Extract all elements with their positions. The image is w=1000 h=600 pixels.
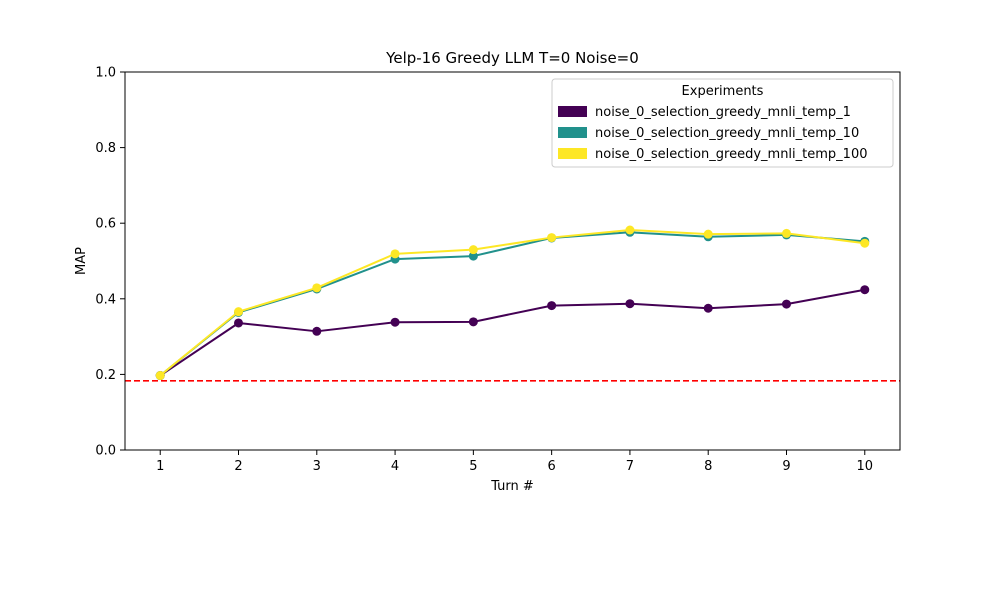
data-point bbox=[390, 249, 400, 259]
data-point bbox=[312, 326, 322, 336]
legend-swatch bbox=[558, 148, 587, 159]
data-point bbox=[547, 301, 557, 311]
legend-entry: noise_0_selection_greedy_mnli_temp_10 bbox=[595, 126, 859, 141]
chart-title: Yelp-16 Greedy LLM T=0 Noise=0 bbox=[385, 49, 639, 67]
y-tick-label: 0.0 bbox=[95, 444, 116, 459]
data-point bbox=[234, 318, 244, 328]
x-tick-label: 7 bbox=[626, 459, 634, 474]
x-tick-label: 1 bbox=[156, 459, 164, 474]
series-line bbox=[159, 229, 865, 377]
y-tick-label: 0.2 bbox=[95, 368, 116, 383]
data-point bbox=[781, 299, 791, 309]
data-point bbox=[860, 238, 870, 248]
x-tick-label: 8 bbox=[704, 459, 712, 474]
x-tick-label: 2 bbox=[234, 459, 242, 474]
data-point bbox=[781, 228, 791, 238]
y-axis-label: MAP bbox=[74, 247, 89, 275]
series-line bbox=[159, 288, 865, 377]
data-point bbox=[703, 303, 713, 313]
y-tick-label: 0.6 bbox=[95, 217, 116, 232]
data-point bbox=[625, 299, 635, 309]
x-axis-label: Turn # bbox=[490, 479, 534, 494]
data-point bbox=[468, 245, 478, 255]
legend-swatch bbox=[558, 127, 587, 138]
data-point bbox=[547, 233, 557, 243]
data-point bbox=[390, 317, 400, 327]
x-tick-label: 3 bbox=[313, 459, 321, 474]
x-axis: 1 2 3 4 5 6 7 8 9 10 bbox=[156, 450, 873, 474]
series-3 bbox=[155, 225, 870, 381]
data-point bbox=[625, 225, 635, 235]
y-tick-label: 1.0 bbox=[95, 66, 116, 81]
data-point bbox=[312, 283, 322, 293]
x-tick-label: 9 bbox=[782, 459, 790, 474]
x-tick-label: 10 bbox=[856, 459, 873, 474]
x-tick-label: 4 bbox=[391, 459, 399, 474]
plot-area-frame bbox=[124, 71, 901, 451]
series-layer bbox=[155, 225, 870, 381]
x-tick-label: 6 bbox=[548, 459, 556, 474]
legend-entry: noise_0_selection_greedy_mnli_temp_1 bbox=[595, 105, 851, 120]
x-tick-label: 5 bbox=[469, 459, 477, 474]
legend-swatch bbox=[558, 106, 587, 117]
y-axis: 0.0 0.2 0.4 0.6 0.8 1.0 bbox=[95, 66, 125, 459]
data-point bbox=[234, 307, 244, 317]
legend-title: Experiments bbox=[682, 84, 764, 99]
legend-entry: noise_0_selection_greedy_mnli_temp_100 bbox=[595, 147, 867, 162]
legend-box bbox=[551, 78, 894, 168]
data-point bbox=[155, 371, 165, 381]
y-tick-label: 0.4 bbox=[95, 292, 116, 307]
legend: Experiments noise_0_selection_greedy_mnli… bbox=[551, 78, 894, 168]
data-point bbox=[860, 285, 870, 295]
y-tick-label: 0.8 bbox=[95, 141, 116, 156]
data-point bbox=[703, 229, 713, 239]
data-point bbox=[468, 317, 478, 327]
data-point bbox=[468, 251, 478, 261]
